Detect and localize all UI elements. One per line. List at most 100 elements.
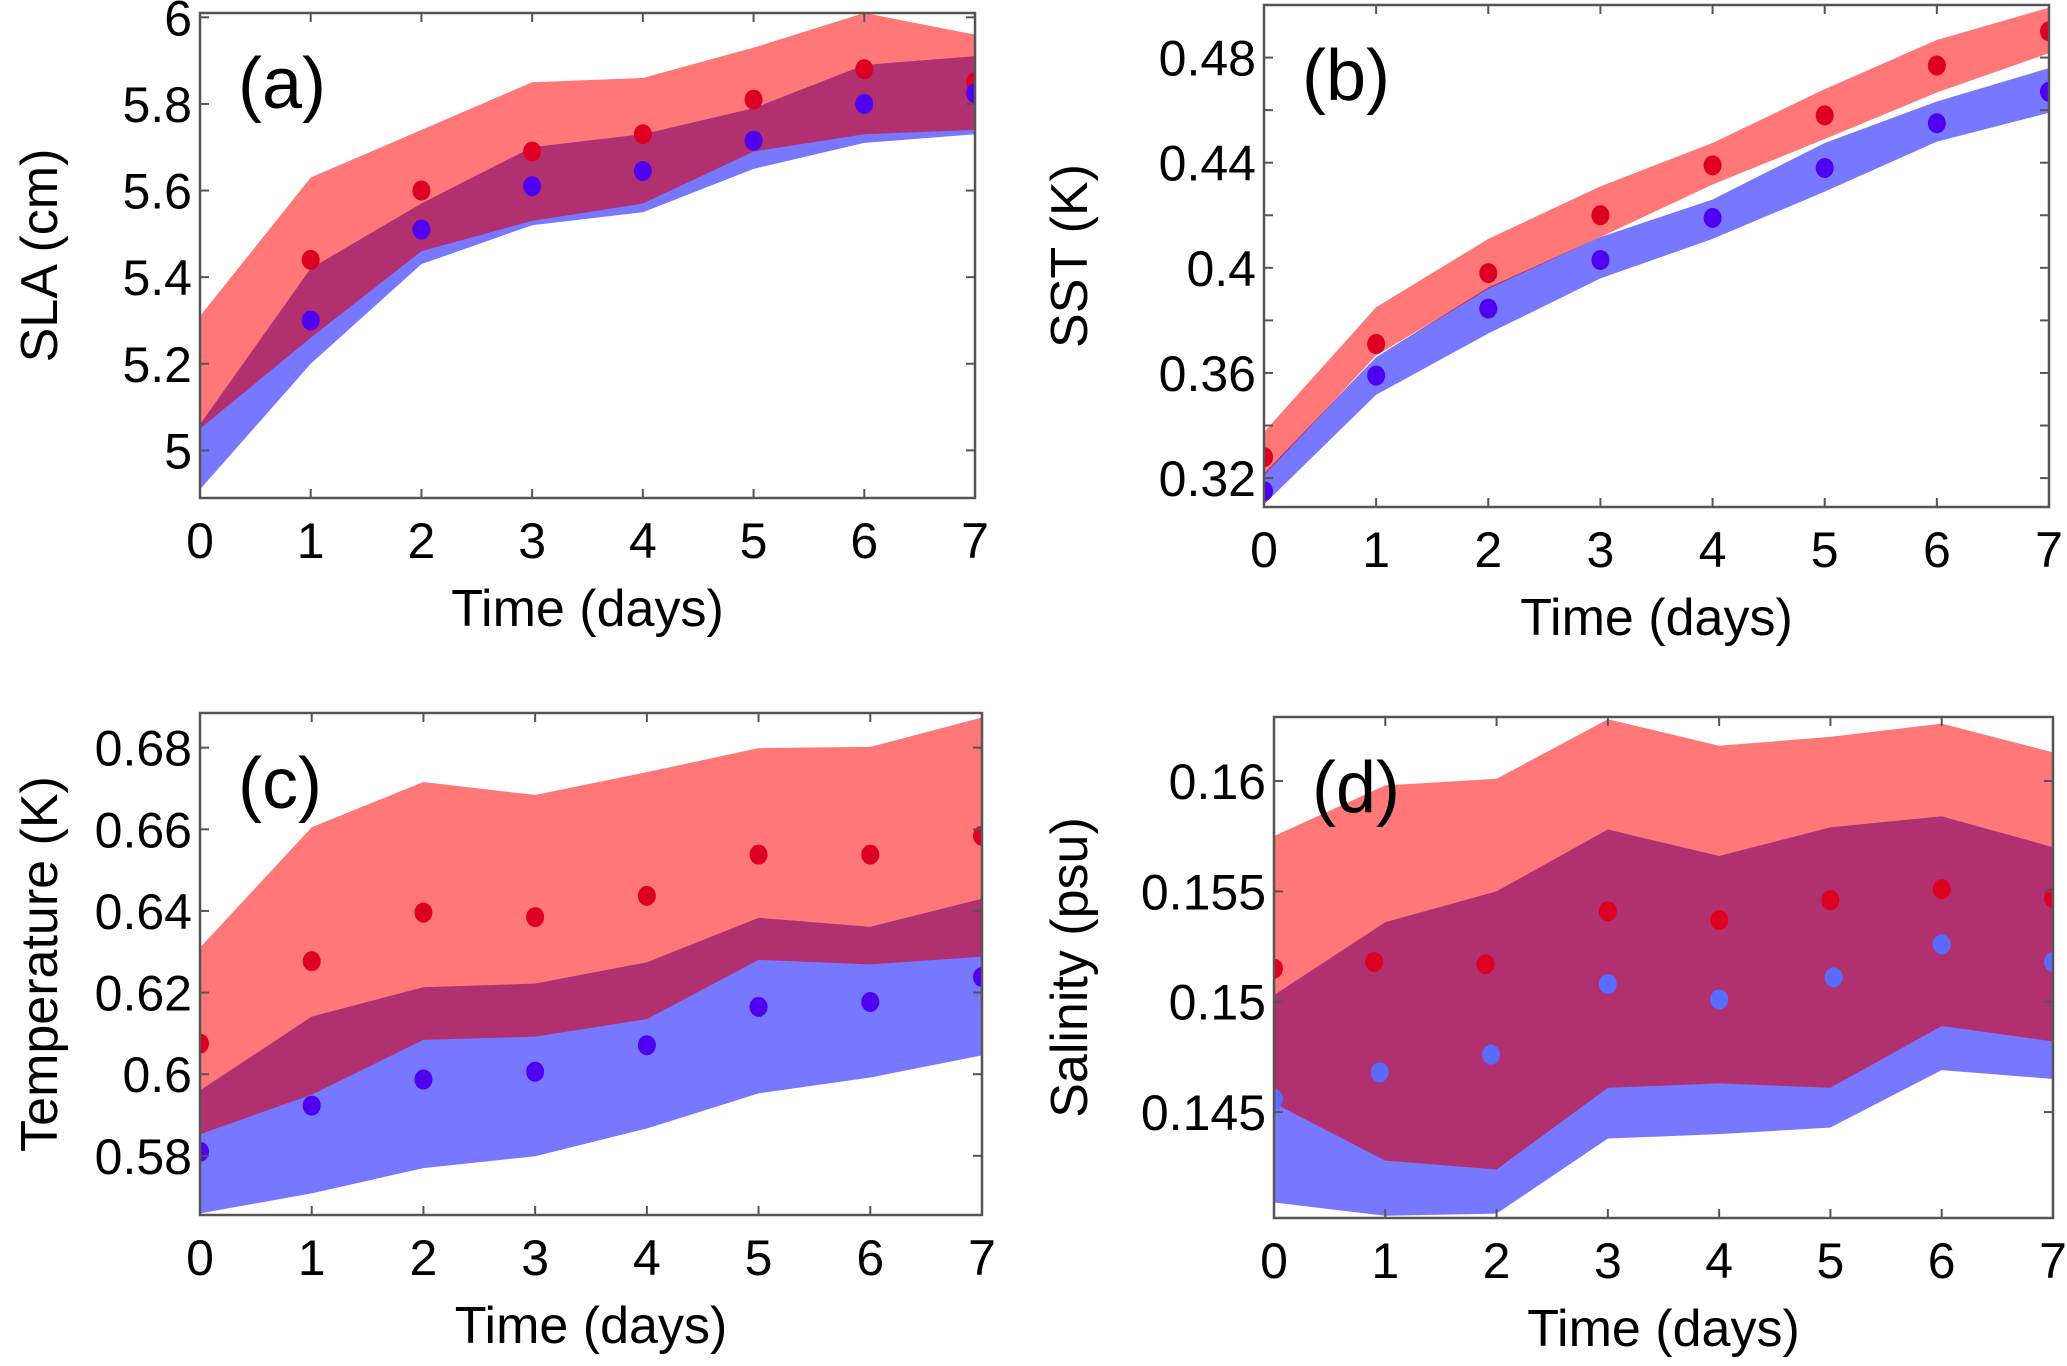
red-point xyxy=(855,59,874,80)
blue-point xyxy=(633,161,652,182)
blue-point xyxy=(2044,951,2053,972)
red-point xyxy=(1927,55,1946,76)
axes-frame xyxy=(1272,715,2055,1220)
y-tick-label: 0.4 xyxy=(1186,241,1256,297)
x-tick-label: 5 xyxy=(740,513,768,569)
x-tick-label: 2 xyxy=(1483,1233,1511,1289)
y-tick-label: 5 xyxy=(164,423,192,479)
red-point xyxy=(861,844,880,865)
red-point xyxy=(1264,447,1273,468)
red-point xyxy=(749,844,768,865)
x-axis-label: Time (days) xyxy=(1527,1300,1800,1358)
blue-point xyxy=(523,176,542,197)
x-tick-label: 6 xyxy=(1928,1233,1956,1289)
x-tick-label: 6 xyxy=(856,1230,884,1286)
red-band xyxy=(1264,7,2049,476)
axes-frame xyxy=(198,11,977,500)
x-axis-label: Time (days) xyxy=(451,580,724,638)
y-tick-label: 0.145 xyxy=(1141,1085,1266,1141)
blue-point xyxy=(412,219,431,240)
y-tick-label: 0.16 xyxy=(1169,754,1266,810)
red-point xyxy=(1365,951,1384,972)
blue-point xyxy=(749,996,768,1017)
panel-a: 0 1 2 3 4 5 6 7 5 5.2 5.4 5.6 5.8 6 Time (days) SLA (cm… xyxy=(11,0,989,638)
blue-point xyxy=(1264,481,1273,502)
y-tick-label: 0.68 xyxy=(95,721,192,777)
y-tick-label: 5.6 xyxy=(122,164,192,220)
red-point xyxy=(2040,21,2049,42)
x-tick-label: 0 xyxy=(186,1230,214,1286)
y-axis-label: SST (K) xyxy=(1041,164,1099,348)
y-tick-label: 6 xyxy=(164,0,192,46)
panel-b: 0 1 2 3 4 5 6 7 0.32 0.36 0.4 0.44 0.48 Time (days) SS… xyxy=(1041,3,2063,647)
red-point xyxy=(1598,901,1617,922)
red-point xyxy=(973,825,982,846)
panel-d: 0 1 2 3 4 5 6 7 0.145 0.15 0.155 0.16 Time (days) Sal… xyxy=(1041,715,2067,1358)
blue-point xyxy=(1367,365,1386,386)
axes-frame xyxy=(1262,3,2051,509)
axes-frame xyxy=(198,711,984,1217)
x-tick-label: 1 xyxy=(1362,522,1390,578)
blue-band xyxy=(200,898,982,1214)
blue-band xyxy=(1264,68,2049,505)
red-point xyxy=(1479,263,1498,284)
x-tick-label: 0 xyxy=(1250,522,1278,578)
red-point xyxy=(526,907,545,928)
x-tick-label: 1 xyxy=(297,513,325,569)
blue-point xyxy=(1479,298,1498,319)
x-tick-label: 0 xyxy=(1260,1233,1288,1289)
blue-point xyxy=(301,310,320,331)
x-tick-label: 3 xyxy=(1594,1233,1622,1289)
red-point xyxy=(301,249,320,270)
x-tick-label: 2 xyxy=(1474,522,1502,578)
blue-point xyxy=(2040,81,2049,102)
x-tick-label: 6 xyxy=(1923,522,1951,578)
y-axis-label: SLA (cm) xyxy=(11,149,69,363)
red-point xyxy=(523,141,542,162)
plot-area xyxy=(200,13,975,490)
x-tick-label: 6 xyxy=(850,513,878,569)
y-tick-label: 0.6 xyxy=(122,1047,192,1103)
x-tick-label: 7 xyxy=(2039,1233,2067,1289)
y-tick-label: 0.64 xyxy=(95,884,192,940)
red-point xyxy=(1274,958,1283,979)
y-tick-label: 5.8 xyxy=(122,77,192,133)
x-tick-label: 7 xyxy=(968,1230,996,1286)
y-tick-label: 0.36 xyxy=(1159,346,1256,402)
x-tick-label: 3 xyxy=(1587,522,1615,578)
red-point xyxy=(744,89,763,110)
blue-point xyxy=(861,991,880,1012)
x-axis-label: Time (days) xyxy=(1520,589,1793,647)
blue-point xyxy=(414,1069,433,1090)
y-axis-label: Salinity (psu) xyxy=(1041,817,1099,1118)
y-tick-label: 5.4 xyxy=(122,250,192,306)
red-point xyxy=(633,124,652,145)
y-tick-label: 0.32 xyxy=(1159,451,1256,507)
x-tick-label: 5 xyxy=(1817,1233,1845,1289)
blue-point xyxy=(1274,1088,1283,1109)
blue-point xyxy=(1703,207,1722,228)
red-point xyxy=(2044,887,2053,908)
red-point xyxy=(414,902,433,923)
panel-label: (b) xyxy=(1302,36,1390,116)
red-point xyxy=(1710,910,1729,931)
y-axis-label: Temperature (K) xyxy=(11,776,69,1152)
panel-label: (c) xyxy=(238,744,322,824)
y-tick-label: 0.58 xyxy=(95,1129,192,1185)
red-point xyxy=(412,180,431,201)
blue-point xyxy=(1482,1044,1501,1065)
red-point xyxy=(302,951,321,972)
x-tick-label: 4 xyxy=(1699,522,1727,578)
x-tick-label: 5 xyxy=(745,1230,773,1286)
blue-point xyxy=(744,130,763,151)
y-tick-label: 5.2 xyxy=(122,337,192,393)
x-tick-label: 3 xyxy=(518,513,546,569)
y-tick-label: 0.62 xyxy=(95,966,192,1022)
plot-area xyxy=(1264,7,2049,505)
panel-label: (d) xyxy=(1312,748,1400,828)
overlap-band xyxy=(200,898,982,1135)
red-point xyxy=(1367,334,1386,355)
x-tick-label: 2 xyxy=(408,513,436,569)
x-tick-label: 4 xyxy=(629,513,657,569)
y-tick-label: 0.155 xyxy=(1141,864,1266,920)
